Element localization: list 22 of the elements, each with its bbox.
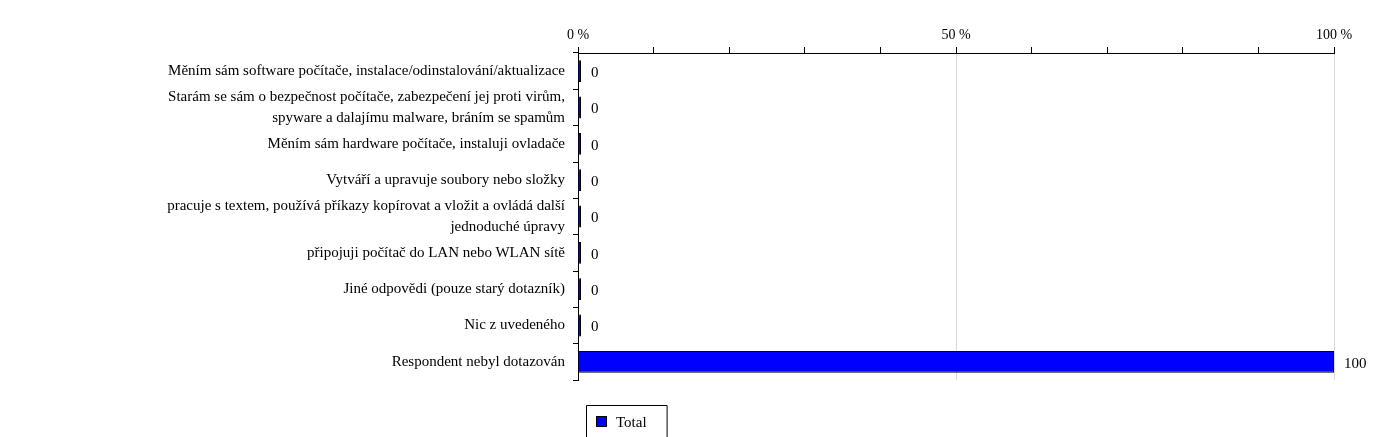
data-label: 0	[591, 136, 599, 153]
data-label: 0	[591, 318, 599, 335]
x-tick-label: 0 %	[566, 27, 590, 43]
y-tick-label: připojuji počítač do LAN nebo WLAN sítě	[306, 243, 566, 260]
y-tick-label: Respondent nebyl dotazován	[391, 352, 566, 369]
y-tick-label: Měním sám hardware počítače, instaluji ovladače	[267, 134, 566, 151]
y-tick-label: Starám se sám o bezpečnost počítače, zabezpečení jej proti virům, spyware a dalajímu malware, bráním se spamům	[168, 88, 566, 125]
y-tick-label: Jiné odpovědi (pouze starý dotazník)	[343, 280, 565, 298]
y-tick-label: pracuje s textem, používá příkazy kopírovat a vložit a ovládá další jednoduché úpravy	[167, 197, 566, 234]
data-label: 0	[591, 64, 599, 81]
y-tick-label: Měním sám software počítače, instalace/odinstalování/aktualizace	[168, 62, 566, 79]
legend-label: Total	[616, 413, 647, 430]
y-tick-label: Nic z uvedeného	[464, 316, 565, 333]
data-label: 0	[591, 282, 599, 299]
data-label: 0	[591, 209, 599, 226]
data-label: 0	[591, 100, 599, 117]
y-tick-label: Vytváří a upravuje soubory nebo složky	[326, 171, 566, 188]
x-tick-label: 100 %	[1315, 27, 1353, 43]
x-tick-label: 50 %	[941, 27, 971, 43]
data-label: 0	[591, 173, 599, 190]
data-label: 100	[1344, 354, 1367, 371]
data-label: 0	[591, 245, 599, 262]
